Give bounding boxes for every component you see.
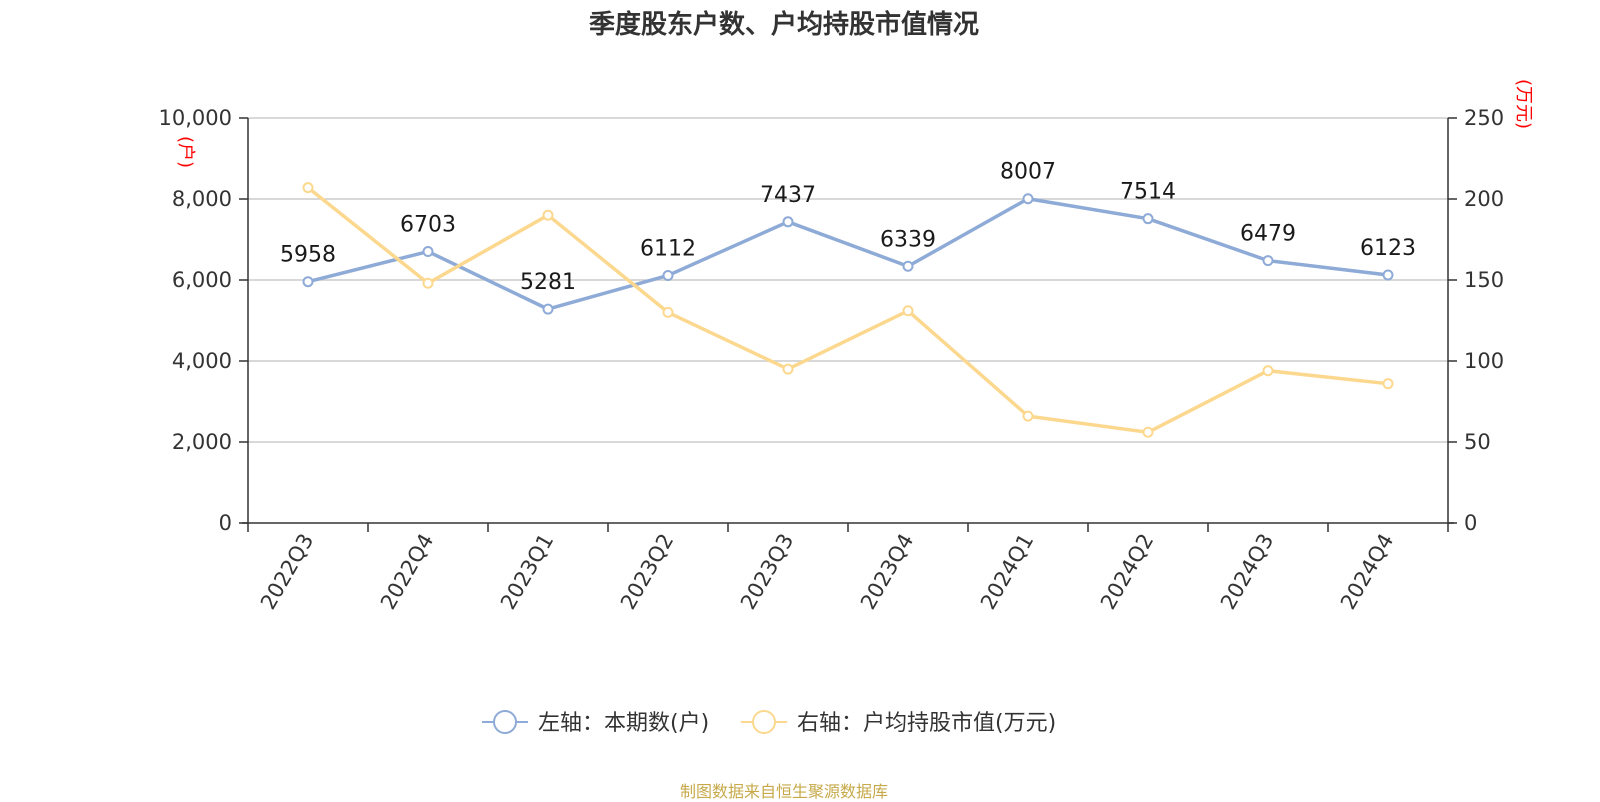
series-avg-holding-value-point[interactable]	[1142, 426, 1154, 438]
right-axis-tick-label: 50	[1464, 430, 1491, 454]
series-shareholder-count-point[interactable]	[422, 246, 434, 258]
left-axis-tick-label: 6,000	[172, 268, 232, 292]
right-axis-tick-label: 100	[1464, 349, 1504, 373]
data-label: 6123	[1360, 236, 1416, 261]
series-shareholder-count-point[interactable]	[1382, 269, 1394, 281]
labels-layer: 5958 6703 5281 6112 7437 6339 8007 7514 6479 6123	[280, 160, 1416, 295]
data-label: 6703	[400, 213, 456, 238]
left-axis-tick-label: 10,000	[159, 106, 232, 130]
series-layer	[302, 182, 1394, 438]
series-shareholder-count-point[interactable]	[662, 269, 674, 281]
legend-item-avg-holding-value[interactable]: 右轴：户均持股市值(万元)	[741, 710, 1056, 736]
left-axis-unit: (户)	[175, 136, 196, 168]
x-axis-tick-label: 2024Q1	[976, 530, 1038, 614]
series-avg-holding-value-point[interactable]	[902, 305, 914, 317]
data-label: 6339	[880, 227, 936, 252]
x-axis-tick-label: 2023Q2	[616, 530, 678, 614]
series-shareholder-count-line	[307, 196, 1389, 311]
data-label: 7437	[760, 183, 816, 208]
data-label: 5958	[280, 243, 336, 268]
grid-layer	[248, 117, 1448, 443]
x-axis-tick-label: 2024Q2	[1096, 530, 1158, 614]
series-avg-holding-value-point[interactable]	[662, 306, 674, 318]
series-avg-holding-value-point[interactable]	[542, 209, 554, 221]
x-axis-tick-label: 2023Q1	[496, 530, 558, 614]
series-avg-holding-value-point[interactable]	[1382, 378, 1394, 390]
data-label: 5281	[520, 270, 576, 295]
data-label: 6112	[640, 236, 696, 261]
x-axis-tick-label: 2022Q4	[376, 530, 438, 614]
x-axis-tick-label: 2024Q4	[1336, 530, 1398, 614]
data-label: 8007	[1000, 160, 1056, 185]
legend-item-shareholder-count[interactable]: 左轴：本期数(户)	[482, 710, 709, 736]
data-label: 6479	[1240, 222, 1296, 247]
legend-marker-icon	[752, 710, 776, 734]
series-shareholder-count-point[interactable]	[302, 276, 314, 288]
series-shareholder-count-point[interactable]	[1142, 213, 1154, 225]
x-axis-tick-label: 2024Q3	[1216, 530, 1278, 614]
right-axis-unit: (万元)	[1513, 79, 1534, 129]
left-axis-tick-label: 0	[219, 511, 232, 535]
legend-marker-icon	[493, 710, 517, 734]
right-axis-tick-label: 250	[1464, 106, 1504, 130]
series-avg-holding-value-point[interactable]	[1022, 410, 1034, 422]
series-avg-holding-value-point[interactable]	[1262, 365, 1274, 377]
legend-label: 左轴：本期数(户)	[538, 711, 709, 736]
series-shareholder-count-point[interactable]	[902, 260, 914, 272]
series-avg-holding-value-point[interactable]	[782, 363, 794, 375]
x-axis-tick-label: 2022Q3	[256, 530, 318, 614]
series-avg-holding-value-point[interactable]	[302, 182, 314, 194]
axes-layer: 0 2,000 4,000 6,000 8,000 10,000 0 50 100 150 200 2…	[159, 79, 1534, 614]
left-axis-tick-label: 4,000	[172, 349, 232, 373]
legend[interactable]: 左轴：本期数(户) 右轴：户均持股市值(万元)	[482, 710, 1056, 736]
series-avg-holding-value-point[interactable]	[422, 277, 434, 289]
series-avg-holding-value-line	[306, 186, 1389, 435]
legend-label: 右轴：户均持股市值(万元)	[797, 711, 1056, 736]
right-axis-tick-label: 150	[1464, 268, 1504, 292]
right-axis-tick-label: 0	[1464, 511, 1477, 535]
left-axis-tick-label: 2,000	[172, 430, 232, 454]
right-axis-tick-label: 200	[1464, 187, 1504, 211]
series-shareholder-count-point[interactable]	[782, 216, 794, 228]
series-shareholder-count-point[interactable]	[542, 303, 554, 315]
series-shareholder-count-point[interactable]	[1022, 193, 1034, 205]
left-axis-tick-label: 8,000	[172, 187, 232, 211]
x-axis-tick-label: 2023Q4	[856, 530, 918, 614]
x-axis-tick-label: 2023Q3	[736, 530, 798, 614]
data-label: 7514	[1120, 180, 1176, 205]
chart-title: 季度股东户数、户均持股市值情况	[588, 10, 979, 40]
series-shareholder-count-point[interactable]	[1262, 255, 1274, 267]
source-note: 制图数据来自恒生聚源数据库	[679, 782, 888, 801]
